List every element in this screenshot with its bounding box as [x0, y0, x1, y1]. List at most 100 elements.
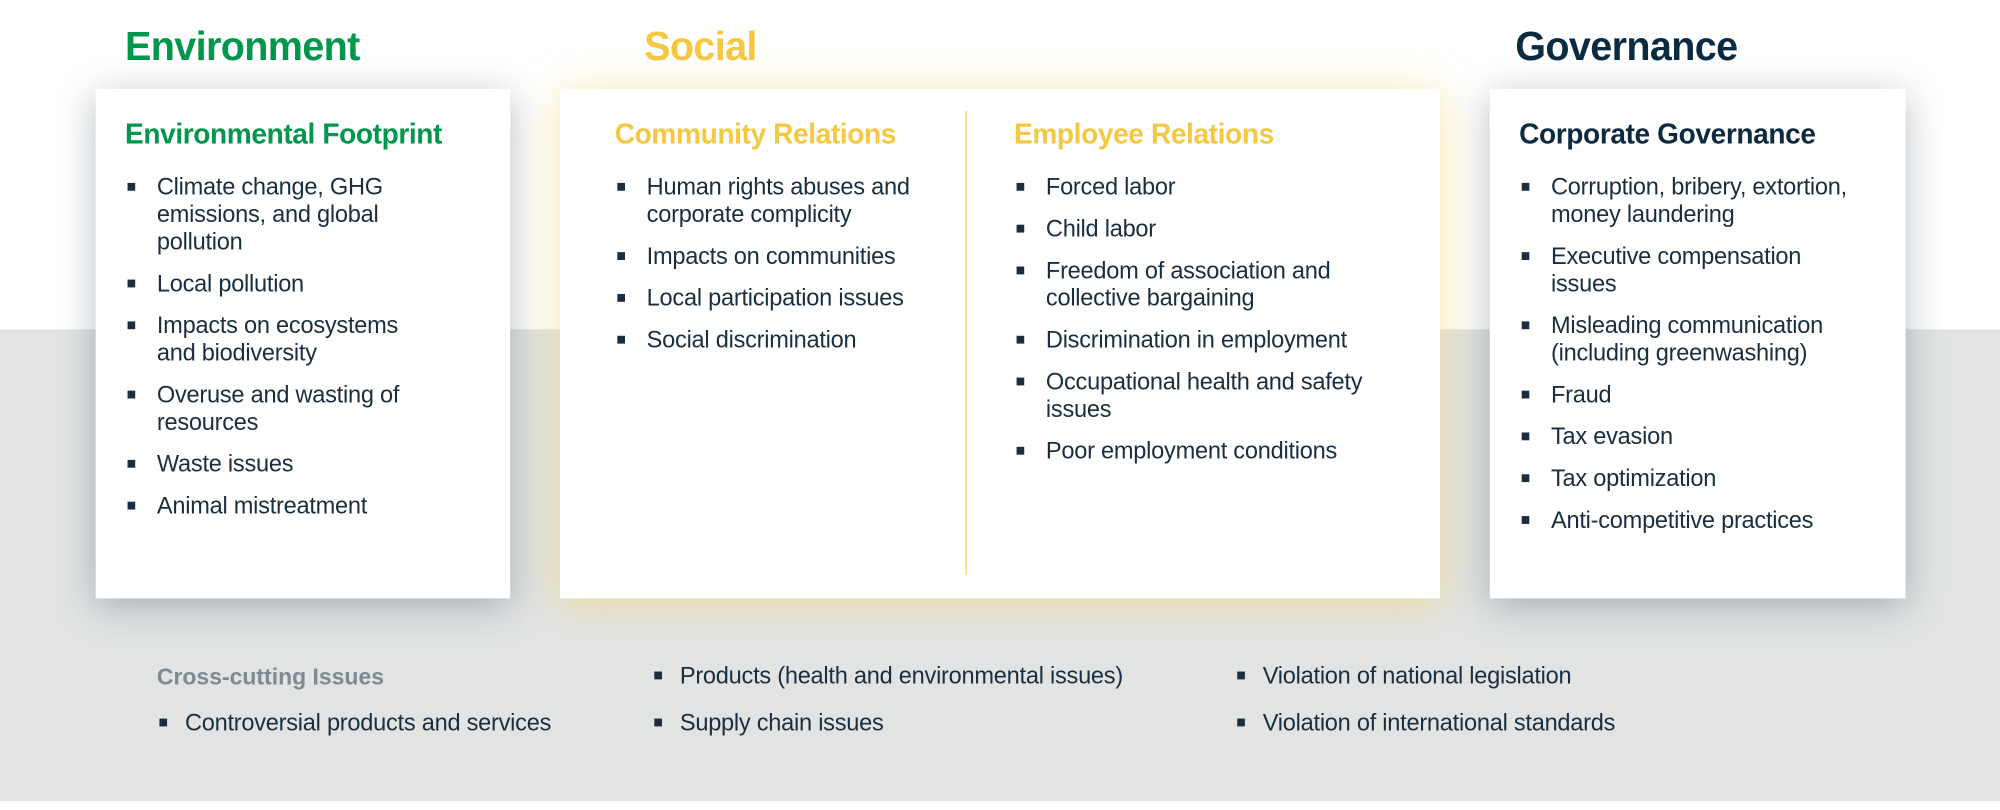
list-item: Overuse and wasting of resources [125, 380, 431, 435]
list-item: Tax evasion [1519, 422, 1870, 449]
list-item: Discrimination in employment [1014, 325, 1397, 353]
environment-card [95, 88, 511, 599]
list-item: Violation of international standards [1235, 708, 1616, 736]
bullet-icon [617, 293, 625, 302]
bullet-icon [617, 182, 625, 191]
list-item: Freedom of association and collective ba… [1014, 256, 1397, 311]
list-item-text: Fraud [1551, 380, 1612, 408]
bullet-icon [127, 182, 136, 191]
bullet-icon [1016, 266, 1025, 275]
bullet-icon [654, 718, 662, 727]
bullet-icon [1016, 335, 1025, 344]
bullet-icon [1016, 224, 1025, 233]
list-item: Occupational health and safety issues [1014, 367, 1397, 422]
list-item-text: Corruption, bribery, extortion, money la… [1551, 172, 1847, 228]
list-item: Misleading communication (including gree… [1519, 311, 1870, 366]
list-item: Violation of national legislation [1235, 661, 1616, 689]
cross-cutting-col2: Products (health and environmental issue… [652, 661, 1123, 755]
list-item: Products (health and environmental issue… [652, 661, 1123, 689]
list-item-text: Violation of international standards [1262, 708, 1616, 736]
list-item-text: Child labor [1045, 214, 1156, 242]
bullet-icon [1016, 182, 1025, 191]
governance-list: Corruption, bribery, extortion, money la… [1519, 172, 1870, 547]
list-item-text: Overuse and wasting of resources [156, 380, 400, 436]
bullet-icon [1521, 474, 1530, 483]
bullet-icon [617, 335, 625, 344]
list-item: Child labor [1014, 214, 1397, 242]
bullet-icon [1016, 377, 1025, 386]
bullet-icon [127, 321, 136, 330]
list-item: Climate change, GHG emissions, and globa… [125, 172, 431, 255]
community-relations-title: Community Relations [614, 117, 897, 151]
bullet-icon [1521, 182, 1530, 191]
list-item-text: Violation of national legislation [1262, 661, 1572, 689]
bullet-icon [1521, 252, 1530, 260]
environmental-footprint-title: Environmental Footprint [124, 117, 443, 151]
list-item-text: Waste issues [156, 449, 294, 477]
bullet-icon [617, 252, 625, 260]
pillar-governance: Governance [1515, 23, 1738, 70]
bullet-icon [127, 459, 136, 468]
environment-list: Climate change, GHG emissions, and globa… [125, 172, 431, 533]
list-item-text: Anti-competitive practices [1551, 505, 1814, 534]
bullet-icon [159, 718, 168, 727]
list-item-text: Forced labor [1045, 172, 1176, 200]
list-item-text: Human rights abuses and corporate compli… [646, 172, 910, 228]
list-item-text: Products (health and environmental issue… [679, 661, 1123, 689]
list-item: Anti-competitive practices [1519, 506, 1870, 533]
list-item: Local pollution [125, 269, 431, 297]
list-item-text: Climate change, GHG emissions, and globa… [156, 172, 383, 255]
list-item: Social discrimination [615, 325, 953, 353]
social-card [559, 88, 1441, 599]
list-item: Tax optimization [1519, 464, 1870, 491]
list-item: Corruption, bribery, extortion, money la… [1519, 172, 1870, 227]
bullet-icon [1521, 516, 1530, 524]
list-item-text: Supply chain issues [679, 708, 884, 736]
bullet-icon [654, 671, 662, 680]
list-item-text: Social discrimination [646, 325, 857, 353]
bullet-icon [1237, 671, 1245, 680]
bullet-icon [1521, 390, 1530, 399]
list-item-text: Animal mistreatment [156, 491, 368, 519]
list-item-text: Discrimination in employment [1045, 325, 1347, 353]
list-item: Human rights abuses and corporate compli… [615, 172, 953, 227]
list-item-text: Impacts on communities [646, 241, 896, 270]
list-item-text: Local participation issues [646, 283, 904, 311]
list-item-text: Occupational health and safety issues [1045, 367, 1363, 422]
list-item: Waste issues [125, 449, 431, 477]
list-item-text: Poor employment conditions [1045, 436, 1338, 464]
list-item-text: Local pollution [156, 269, 304, 297]
employee-list: Forced labor Child labor Freedom of associ… [1014, 172, 1397, 478]
list-item: Impacts on ecosystems and biodiversity [125, 311, 431, 366]
cross-cutting-label: Cross-cutting Issues [156, 663, 384, 690]
list-item-text: Tax optimization [1551, 463, 1717, 492]
list-item: Controversial products and services [157, 708, 552, 736]
list-item: Supply chain issues [652, 708, 1123, 736]
governance-card [1489, 88, 1906, 599]
list-item-text: Controversial products and services [184, 708, 552, 736]
bullet-icon [1521, 432, 1530, 441]
bullet-icon [1016, 446, 1025, 455]
bullet-icon [127, 501, 136, 510]
list-item-text: Freedom of association and collective ba… [1045, 256, 1331, 311]
list-item: Forced labor [1014, 172, 1397, 200]
bullet-icon [1521, 321, 1530, 330]
bullet-icon [127, 390, 136, 399]
employee-relations-title: Employee Relations [1014, 117, 1274, 151]
list-item-text: Executive compensation issues [1551, 241, 1802, 297]
bullet-icon [127, 279, 136, 288]
list-item: Poor employment conditions [1014, 436, 1397, 464]
social-divider [965, 111, 967, 575]
list-item: Animal mistreatment [125, 491, 431, 519]
list-item: Local participation issues [615, 284, 953, 311]
list-item-text: Misleading communication (including gree… [1551, 310, 1823, 366]
cross-cutting-col1: Controversial products and services [157, 708, 551, 755]
cross-cutting-col3: Violation of national legislation Violati… [1235, 661, 1616, 755]
pillar-environment: Environment [124, 23, 360, 70]
corporate-governance-title: Corporate Governance [1519, 117, 1816, 151]
pillar-social: Social [644, 23, 757, 70]
list-item-text: Tax evasion [1551, 421, 1673, 450]
list-item-text: Impacts on ecosystems and biodiversity [156, 310, 399, 366]
list-item: Executive compensation issues [1519, 242, 1870, 297]
